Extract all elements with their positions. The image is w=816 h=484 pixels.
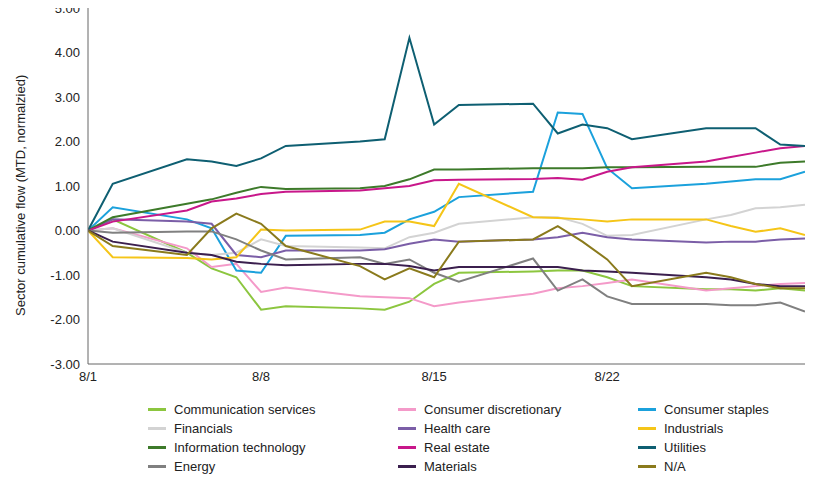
html-text:Consumer discretionary: Consumer discretionary bbox=[424, 402, 562, 417]
svg-text:4.00: 4.00 bbox=[55, 45, 80, 60]
html-text:N/A: N/A bbox=[664, 459, 686, 474]
html-text:Industrials: Industrials bbox=[664, 421, 724, 436]
svg-text:8/22: 8/22 bbox=[595, 369, 620, 384]
html-text:Communication services: Communication services bbox=[174, 402, 316, 417]
svg-text:2.00: 2.00 bbox=[55, 134, 80, 149]
svg-text:-1.00: -1.00 bbox=[50, 268, 80, 283]
svg-text:-2.00: -2.00 bbox=[50, 312, 80, 327]
svg-text:5.00: 5.00 bbox=[55, 8, 80, 16]
svg-text:0.00: 0.00 bbox=[55, 223, 80, 238]
html-text:Energy: Energy bbox=[174, 459, 216, 474]
svg-text:Sector cumulative flow (MTD, n: Sector cumulative flow (MTD, normalzied) bbox=[13, 75, 28, 316]
html-text:Information technology: Information technology bbox=[174, 440, 306, 455]
svg-text:8/15: 8/15 bbox=[421, 369, 446, 384]
html-text:Financials: Financials bbox=[174, 421, 233, 436]
html-text:Materials: Materials bbox=[424, 459, 477, 474]
html-text:Real estate: Real estate bbox=[424, 440, 490, 455]
html-text:Consumer staples: Consumer staples bbox=[664, 402, 769, 417]
html-text:Health care: Health care bbox=[424, 421, 491, 436]
svg-text:3.00: 3.00 bbox=[55, 90, 80, 105]
html-text:Utilities: Utilities bbox=[664, 440, 706, 455]
svg-text:8/8: 8/8 bbox=[252, 369, 270, 384]
svg-text:1.00: 1.00 bbox=[55, 179, 80, 194]
svg-text:-3.00: -3.00 bbox=[50, 357, 80, 372]
svg-text:8/1: 8/1 bbox=[79, 369, 97, 384]
